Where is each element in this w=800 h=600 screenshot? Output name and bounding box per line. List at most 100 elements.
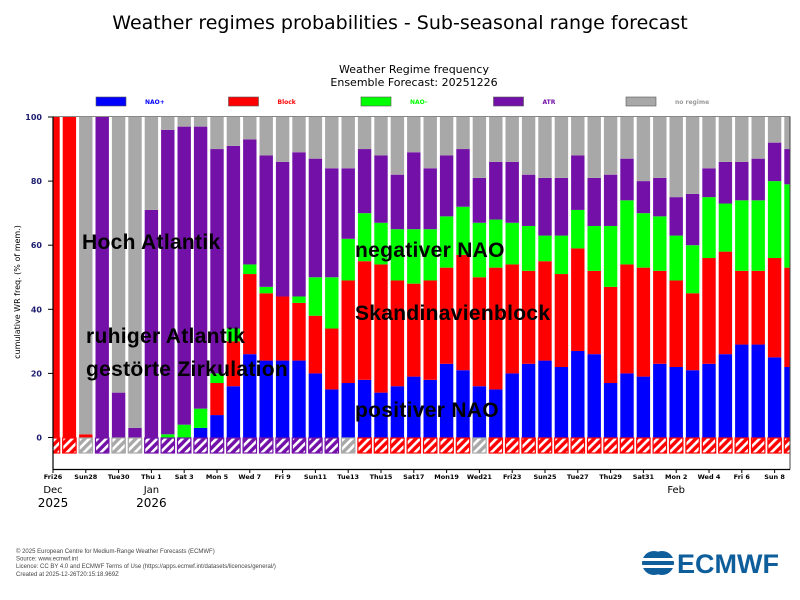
bar-segment-naominus [653, 216, 667, 271]
dominant-regime-box-block [422, 437, 438, 454]
bar-segment-block [554, 274, 569, 367]
bar-segment-naoplus [489, 389, 503, 438]
bar-segment-naominus [767, 181, 782, 259]
bar-segment-atr [111, 392, 126, 438]
legend: NAO+ Block NAO- ATR no regime [95, 96, 709, 107]
bar-segment-block [390, 280, 405, 387]
footer-line: Source: www.ecmwf.int [16, 557, 78, 563]
bar-segment-atr [505, 161, 519, 223]
bar-segment-none [259, 117, 273, 156]
x-tick-label: Sun 8 [764, 473, 785, 481]
axes: 0 20 40 60 80 100 Fri26 Sun28 Tue30 Thu 1 Sat 3 Mon… [25, 113, 791, 510]
bar-segment-atr [489, 161, 503, 220]
bar-segment-naominus [210, 373, 224, 384]
annotation-negnao: negativer NAO [355, 239, 505, 262]
main-title: Weather regimes probabilities - Sub-seas… [112, 12, 687, 34]
bar-segment-none [407, 117, 421, 153]
bar-segment-none [669, 117, 683, 198]
dominant-regime-box-block [406, 437, 422, 454]
bar-segment-none [226, 117, 241, 146]
bar-segment-block [53, 117, 60, 438]
bar-segment-naoplus [472, 386, 487, 438]
annotation-gestoert: gestörte Zirkulation [86, 358, 288, 381]
month-label: Jan [143, 485, 159, 496]
bar-segment-atr [702, 168, 716, 198]
bar-segment-none [177, 117, 191, 127]
bar-segment-naoplus [308, 373, 323, 438]
bar-segment-naominus [784, 184, 790, 268]
bar-segment-none [489, 117, 503, 162]
bar-segment-block [423, 280, 437, 380]
dominant-regime-box-block [636, 437, 651, 454]
bar-segment-none [735, 117, 749, 162]
dominant-regime-box-atr [324, 437, 340, 454]
legend-label-naominus: NAO- [410, 99, 428, 106]
bar-segment-block [407, 283, 421, 377]
bar-segment-none [423, 117, 437, 169]
bar-segment-naominus [259, 286, 273, 294]
dominant-regime-box-block [603, 437, 618, 454]
dominant-regime-strip [53, 437, 790, 454]
bar-segment-naominus [505, 222, 519, 265]
dominant-regime-box-block [685, 437, 700, 454]
bar-segment-none [374, 117, 388, 156]
bar-segment-none [505, 117, 519, 162]
bar-segment-naoplus [505, 373, 519, 438]
bar-segment-atr [735, 161, 749, 201]
bar-segment-none [325, 117, 339, 169]
dominant-regime-box-none [472, 437, 487, 454]
dominant-regime-box-block [718, 437, 733, 454]
bar-segment-naoplus [456, 370, 470, 438]
bar-segment-none [767, 117, 782, 143]
legend-swatch-naominus [360, 96, 392, 107]
bar-segment-none [685, 117, 700, 194]
bar-segment-atr [718, 161, 733, 204]
bar-segment-naominus [472, 222, 487, 278]
bar-segment-naoplus [226, 386, 241, 438]
dominant-regime-box-atr [209, 437, 225, 454]
dominant-regime-box-block [390, 437, 405, 454]
bar-segment-naoplus [259, 360, 273, 438]
x-tick-label: Fri26 [44, 473, 63, 481]
bar-segment-atr [177, 126, 191, 425]
bar-segment-block [620, 264, 634, 374]
dominant-regime-box-block [521, 437, 536, 454]
legend-swatch-none [625, 96, 657, 107]
bar-segment-atr [308, 158, 323, 278]
dominant-regime-box-block [62, 437, 77, 454]
bar-segment-naoplus [407, 376, 421, 438]
bar-segment-naoplus [587, 354, 601, 438]
footer-line: Licence: CC BY 4.0 and ECMWF Terms of Us… [16, 564, 276, 570]
dominant-regime-box-block [554, 437, 569, 454]
x-tick-label: Sun11 [304, 473, 327, 481]
dominant-regime-box-block [504, 437, 520, 454]
bar-segment-naoplus [325, 389, 339, 438]
bar-segment-atr [259, 155, 273, 287]
bar-segment-atr [685, 193, 700, 246]
bar-segment-block [357, 261, 372, 380]
bar-segment-block [521, 270, 536, 364]
bar-segment-naoplus [341, 383, 355, 438]
dominant-regime-box-block [570, 437, 586, 454]
annotation-ruhig: ruhiger Atlantik [86, 325, 245, 348]
dominant-regime-box-atr [226, 437, 241, 454]
bar-segment-none [161, 117, 175, 130]
annotation-skand: Skandinavienblock [355, 302, 550, 325]
bar-segment-block [292, 302, 306, 361]
bar-segment-block [587, 270, 601, 355]
bar-segment-atr [407, 152, 421, 230]
bar-segment-naominus [735, 200, 749, 271]
bar-segment-block [735, 270, 749, 345]
bar-segment-atr [751, 158, 765, 201]
dominant-regime-box-none [78, 437, 94, 454]
bar-segment-none [275, 117, 290, 162]
bar-segment-block [210, 383, 224, 416]
bar-segment-none [620, 117, 634, 159]
bar-segment-block [325, 328, 339, 390]
bar-segment-naoplus [620, 373, 634, 438]
bar-segment-naominus [685, 245, 700, 294]
bar-segment-atr [374, 155, 388, 223]
year-label: 2026 [136, 496, 167, 510]
bar-segment-atr [95, 117, 109, 438]
